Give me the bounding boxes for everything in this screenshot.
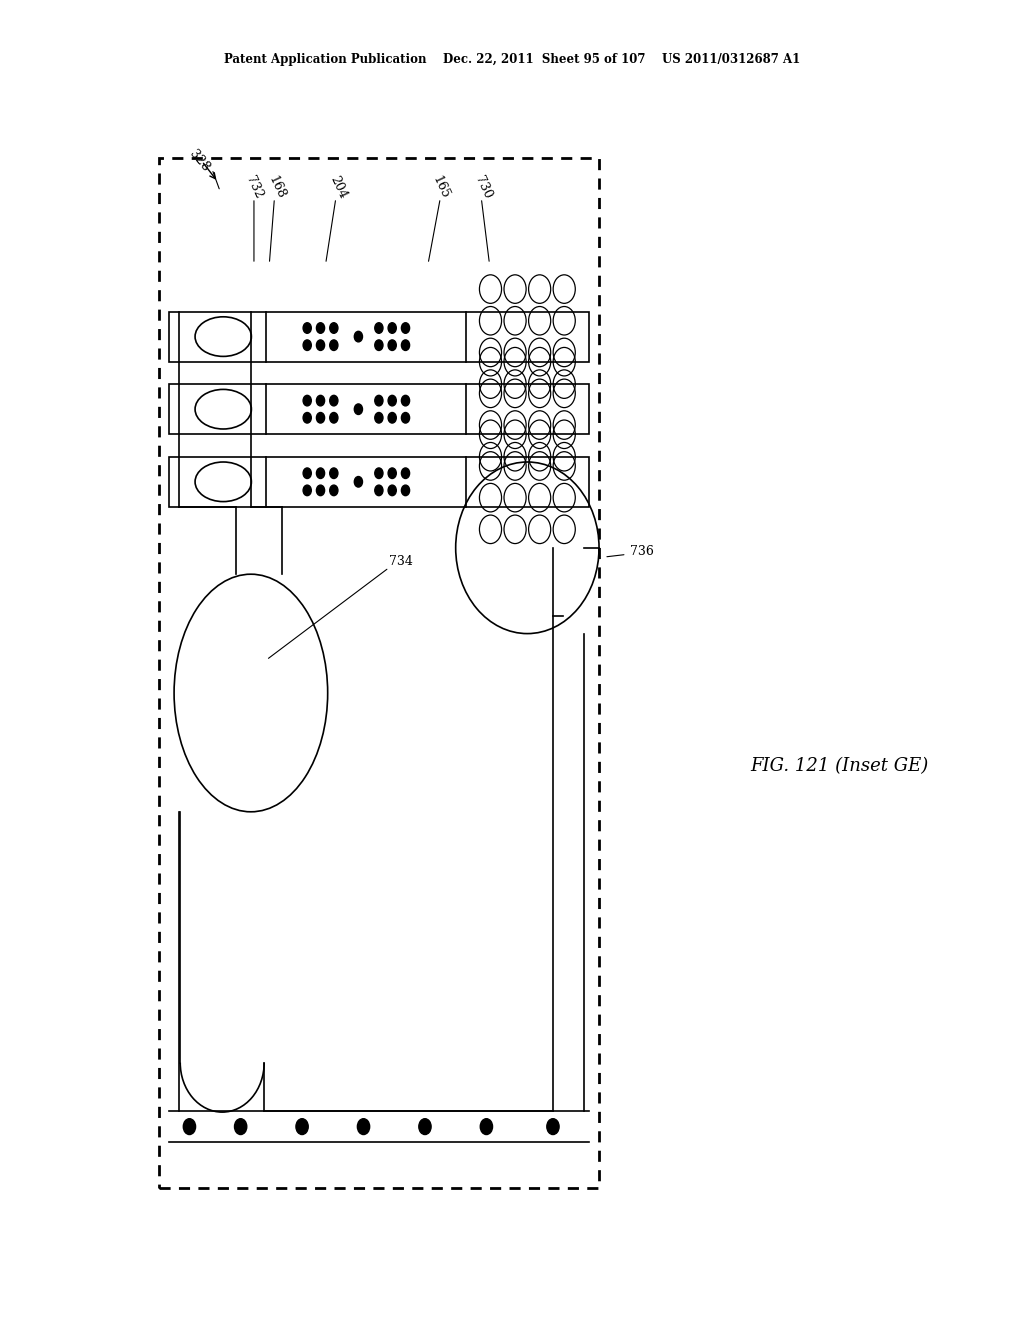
Circle shape bbox=[330, 339, 338, 351]
Circle shape bbox=[303, 323, 311, 334]
Circle shape bbox=[316, 469, 325, 479]
Circle shape bbox=[419, 1119, 431, 1134]
Circle shape bbox=[316, 323, 325, 334]
Circle shape bbox=[303, 339, 311, 351]
Text: 730: 730 bbox=[472, 174, 495, 201]
Circle shape bbox=[388, 323, 396, 334]
Circle shape bbox=[547, 1119, 559, 1134]
Circle shape bbox=[401, 396, 410, 407]
Circle shape bbox=[330, 412, 338, 422]
Text: 168: 168 bbox=[265, 174, 288, 201]
Circle shape bbox=[354, 331, 362, 342]
Circle shape bbox=[401, 484, 410, 495]
Text: 204: 204 bbox=[327, 174, 349, 201]
Circle shape bbox=[375, 396, 383, 407]
Bar bbox=[169, 312, 589, 362]
Circle shape bbox=[330, 484, 338, 495]
Circle shape bbox=[303, 469, 311, 479]
Circle shape bbox=[354, 404, 362, 414]
Circle shape bbox=[388, 396, 396, 407]
Circle shape bbox=[330, 323, 338, 334]
Circle shape bbox=[375, 339, 383, 351]
Circle shape bbox=[316, 339, 325, 351]
Circle shape bbox=[388, 339, 396, 351]
Circle shape bbox=[375, 412, 383, 422]
Text: 165: 165 bbox=[429, 174, 452, 201]
Circle shape bbox=[357, 1119, 370, 1134]
Circle shape bbox=[296, 1119, 308, 1134]
Circle shape bbox=[303, 396, 311, 407]
Text: Patent Application Publication    Dec. 22, 2011  Sheet 95 of 107    US 2011/0312: Patent Application Publication Dec. 22, … bbox=[224, 53, 800, 66]
Bar bbox=[169, 457, 589, 507]
Circle shape bbox=[234, 1119, 247, 1134]
Bar bbox=[159, 158, 599, 1188]
Circle shape bbox=[401, 339, 410, 351]
Circle shape bbox=[303, 412, 311, 422]
Circle shape bbox=[316, 412, 325, 422]
Circle shape bbox=[303, 484, 311, 495]
Circle shape bbox=[330, 396, 338, 407]
Circle shape bbox=[316, 396, 325, 407]
Circle shape bbox=[375, 323, 383, 334]
Text: 732: 732 bbox=[243, 174, 265, 201]
Text: 734: 734 bbox=[389, 554, 413, 568]
Circle shape bbox=[354, 477, 362, 487]
Text: 328: 328 bbox=[187, 148, 212, 174]
Bar bbox=[169, 384, 589, 434]
Circle shape bbox=[330, 469, 338, 479]
Circle shape bbox=[401, 469, 410, 479]
Circle shape bbox=[183, 1119, 196, 1134]
Circle shape bbox=[375, 484, 383, 495]
Circle shape bbox=[375, 469, 383, 479]
Text: 736: 736 bbox=[630, 545, 653, 558]
Circle shape bbox=[480, 1119, 493, 1134]
Circle shape bbox=[401, 323, 410, 334]
Circle shape bbox=[388, 469, 396, 479]
Circle shape bbox=[401, 412, 410, 422]
Circle shape bbox=[388, 484, 396, 495]
Circle shape bbox=[388, 412, 396, 422]
Circle shape bbox=[316, 484, 325, 495]
Text: FIG. 121 (Inset GE): FIG. 121 (Inset GE) bbox=[751, 756, 929, 775]
